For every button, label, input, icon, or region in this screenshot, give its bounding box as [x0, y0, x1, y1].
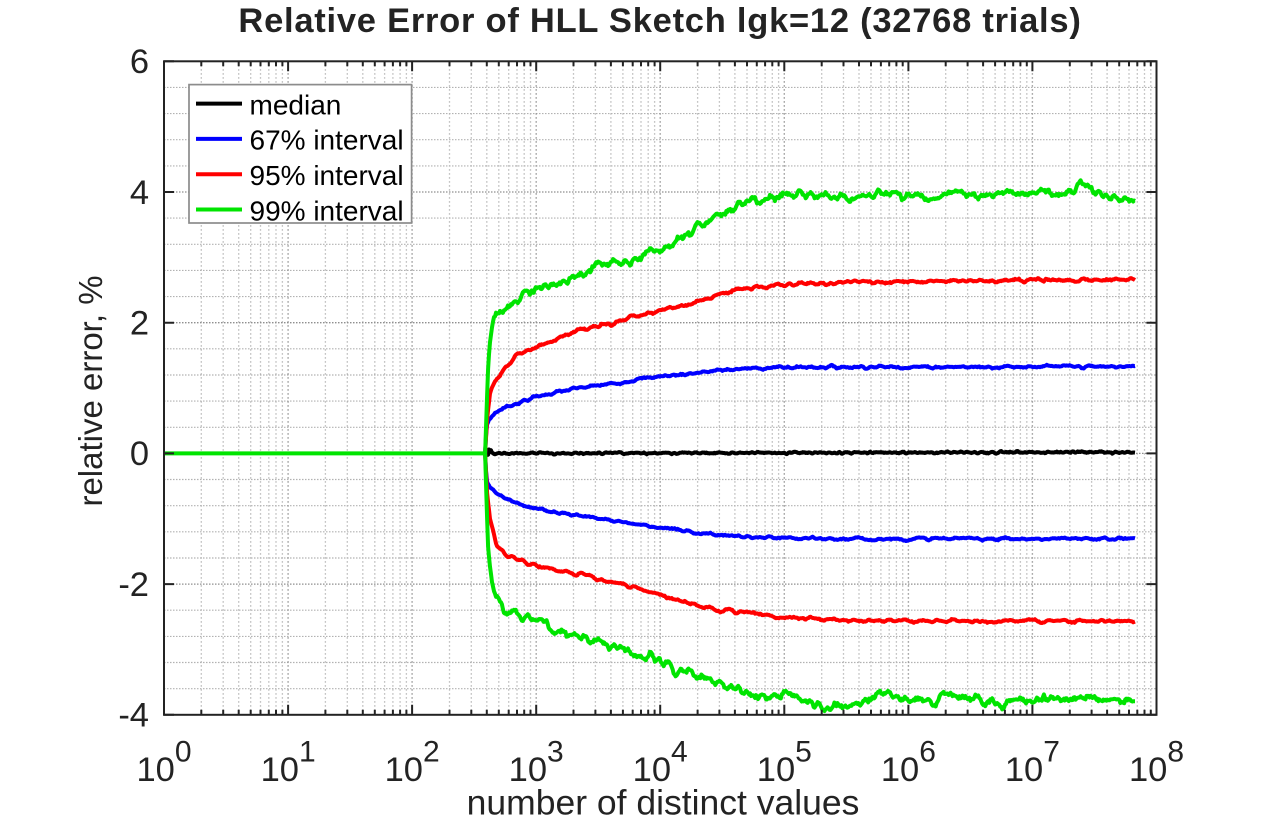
svg-text:67% interval: 67% interval	[250, 125, 404, 156]
svg-text:4: 4	[130, 174, 149, 212]
svg-text:2: 2	[130, 305, 149, 343]
svg-text:6: 6	[130, 43, 149, 81]
svg-text:99% interval: 99% interval	[250, 195, 404, 226]
svg-text:-2: -2	[118, 566, 149, 604]
svg-text:-4: -4	[118, 697, 149, 735]
svg-text:0: 0	[130, 435, 149, 473]
svg-text:Relative Error of HLL Sketch l: Relative Error of HLL Sketch lgk=12 (327…	[238, 2, 1081, 40]
svg-text:median: median	[250, 89, 342, 120]
svg-text:relative error, %: relative error, %	[72, 275, 109, 506]
svg-text:number of distinct values: number of distinct values	[467, 783, 860, 819]
svg-text:95% interval: 95% interval	[250, 160, 404, 191]
